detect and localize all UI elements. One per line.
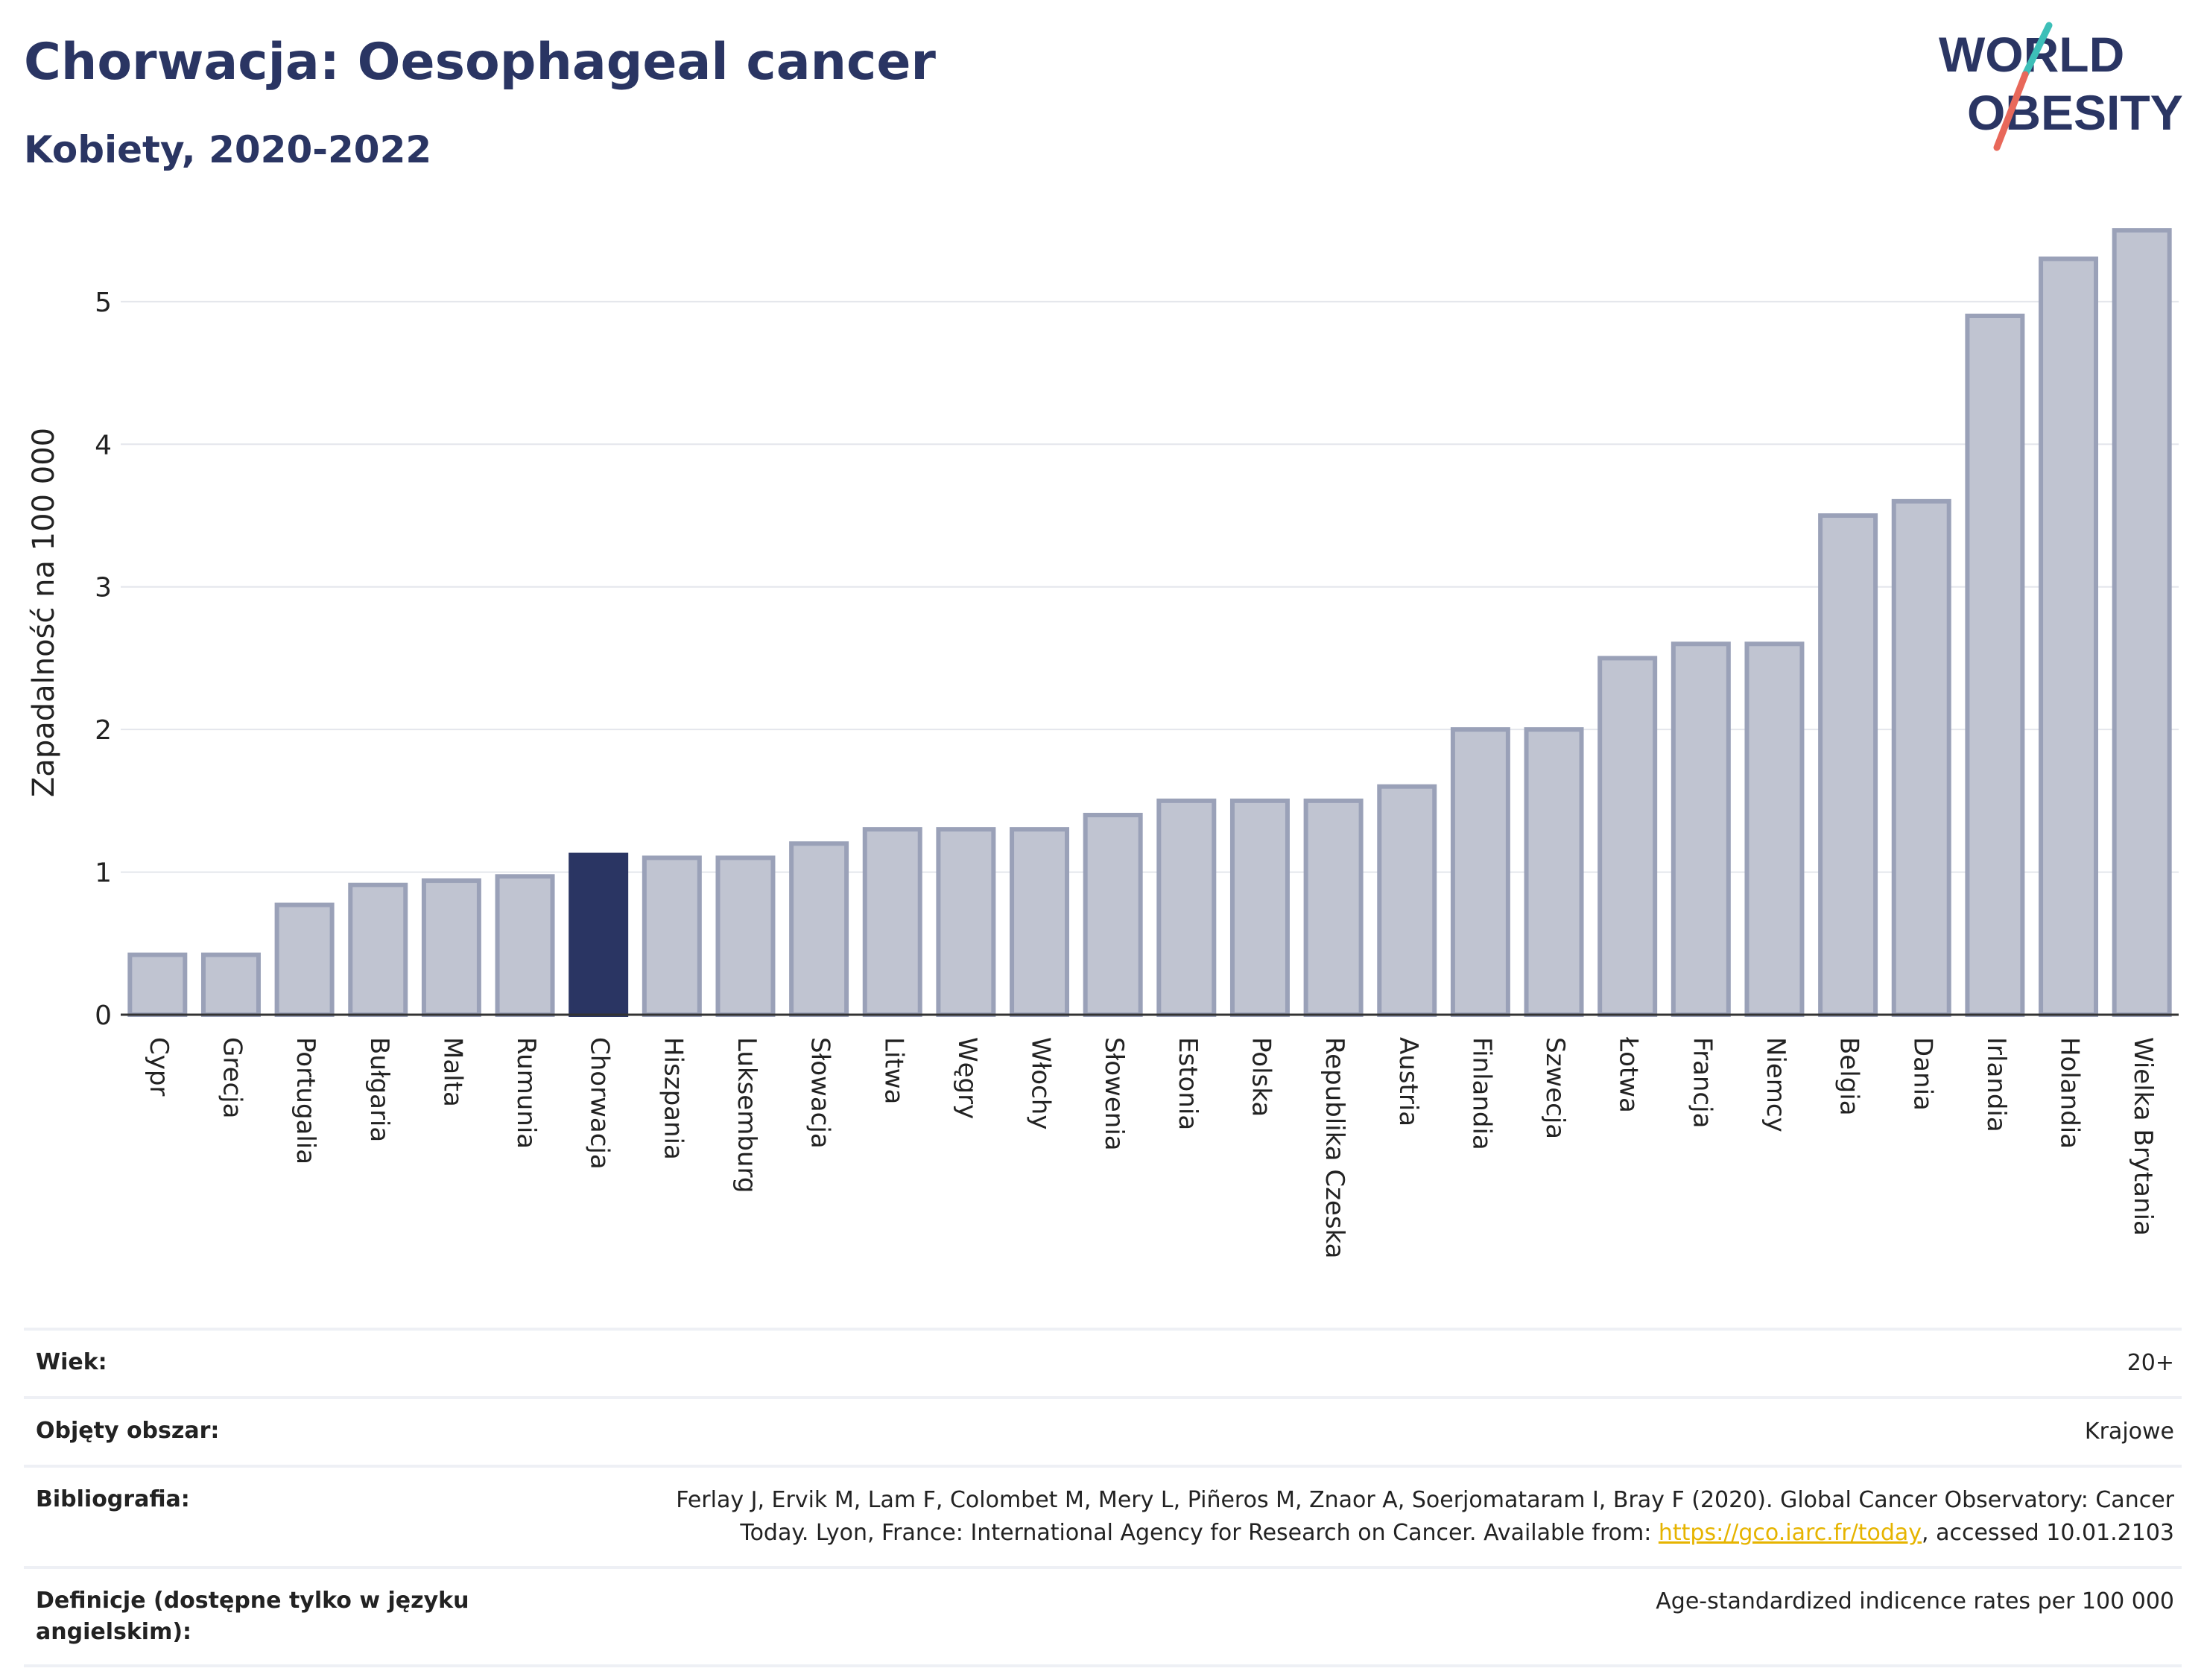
bar-grecja[interactable] <box>200 952 261 1017</box>
x-tick-label: Niemcy <box>1761 1037 1790 1132</box>
meta-row-age: Wiek: 20+ <box>24 1328 2182 1396</box>
bar-luksemburg[interactable] <box>715 855 776 1018</box>
bibliography-label: Bibliografia: <box>36 1486 190 1512</box>
x-tick-label: Irlandia <box>1981 1037 2011 1132</box>
bar-rumunia[interactable] <box>495 874 555 1018</box>
y-tick-label: 5 <box>95 288 112 318</box>
x-tick-label: Austria <box>1393 1037 1423 1126</box>
bibliography-line2: Today. Lyon, France: International Agenc… <box>740 1520 1659 1546</box>
bars <box>127 228 2172 1018</box>
x-tick-label: Holandia <box>2055 1037 2085 1149</box>
bar-holandia[interactable] <box>2039 256 2099 1017</box>
definitions-label: Definicje (dostępne tylko w języku angie… <box>36 1588 469 1645</box>
x-tick-label: Rumunia <box>511 1037 541 1149</box>
bar-portugalia[interactable] <box>274 902 335 1017</box>
bar-malta[interactable] <box>421 878 481 1017</box>
bar-litwa[interactable] <box>862 827 922 1017</box>
x-tick-label: Litwa <box>878 1037 908 1104</box>
age-label: Wiek: <box>36 1349 107 1375</box>
x-tick-label: Łotwa <box>1614 1036 1644 1113</box>
bar-węgry[interactable] <box>936 827 996 1017</box>
x-tick-label: Bułgaria <box>364 1037 394 1142</box>
age-value: 20+ <box>2127 1350 2174 1376</box>
bar-austria[interactable] <box>1377 784 1437 1017</box>
bar-estonia[interactable] <box>1156 798 1217 1018</box>
x-tick-label: Słowenia <box>1099 1037 1129 1151</box>
bar-belgia[interactable] <box>1818 513 1878 1017</box>
area-label: Objęty obszar: <box>36 1418 220 1444</box>
bar-polska[interactable] <box>1229 798 1290 1018</box>
y-axis-label: Zapadalność na 100 000 <box>27 428 61 797</box>
bar-irlandia[interactable] <box>1965 314 2025 1017</box>
x-tick-label: Malta <box>437 1037 467 1107</box>
metadata-table: Wiek: 20+ Objęty obszar: Krajowe Bibliog… <box>24 1328 2182 1667</box>
x-tick-label: Dania <box>1907 1037 1937 1111</box>
meta-row-definitions: Definicje (dostępne tylko w języku angie… <box>24 1566 2182 1667</box>
y-tick-label: 3 <box>95 573 112 603</box>
page-title: Chorwacja: Oesophageal cancer <box>24 33 936 92</box>
bar-wielka-brytania[interactable] <box>2112 228 2172 1018</box>
x-tick-label: Francja <box>1687 1037 1717 1128</box>
bar-dania[interactable] <box>1891 498 1951 1017</box>
y-tick-label: 4 <box>95 430 112 460</box>
logo-slash-coral <box>1993 71 2029 151</box>
logo-slash-teal <box>2021 22 2053 78</box>
y-tick-label: 1 <box>95 858 112 889</box>
bar-słowenia[interactable] <box>1083 813 1143 1017</box>
x-tick-label: Republika Czeska <box>1320 1037 1349 1259</box>
bar-szwecja[interactable] <box>1524 727 1584 1018</box>
x-tick-labels: Cypr Grecja Portugalia Bułgaria Malta Rumunia… <box>144 1036 2158 1259</box>
x-tick-label: Finlandia <box>1466 1037 1496 1150</box>
bar-włochy[interactable] <box>1010 827 1070 1017</box>
x-tick-label: Luksemburg <box>732 1037 761 1193</box>
y-tick-label: 0 <box>95 1001 112 1031</box>
y-tick-label: 2 <box>95 715 112 746</box>
bar-słowacja[interactable] <box>789 841 849 1018</box>
meta-row-bibliography: Bibliografia: Ferlay J, Ervik M, Lam F, … <box>24 1465 2182 1566</box>
bibliography-link[interactable]: https://gco.iarc.fr/today <box>1658 1520 1922 1546</box>
bar-cypr[interactable] <box>127 952 188 1017</box>
bar-bułgaria[interactable] <box>348 882 408 1018</box>
page-subtitle: Kobiety, 2020-2022 <box>24 128 432 171</box>
bibliography-accessed: , accessed 10.01.2103 <box>1922 1520 2174 1546</box>
x-tick-label: Włochy <box>1026 1037 1056 1129</box>
bar-finlandia[interactable] <box>1450 727 1510 1018</box>
x-tick-label: Estonia <box>1173 1037 1203 1130</box>
x-tick-label: Cypr <box>144 1037 174 1096</box>
bar-hiszpania[interactable] <box>642 855 702 1018</box>
bibliography-value: Ferlay J, Ervik M, Lam F, Colombet M, Me… <box>676 1484 2174 1550</box>
x-tick-label: Wielka Brytania <box>2128 1037 2158 1236</box>
x-tick-label: Słowacja <box>805 1037 835 1149</box>
bar-niemcy[interactable] <box>1744 641 1805 1017</box>
world-obesity-logo: WORLD OBESITY <box>1939 22 2183 151</box>
x-tick-label: Chorwacja <box>585 1037 615 1170</box>
x-tick-label: Portugalia <box>291 1037 320 1164</box>
x-tick-label: Belgia <box>1834 1037 1864 1116</box>
bar-łotwa[interactable] <box>1597 656 1658 1018</box>
y-tick-labels: 0 1 2 3 4 5 <box>95 288 112 1031</box>
bar-chart: 0 1 2 3 4 5 Cypr Grecja Portugalia Bułgaria Malta… <box>27 228 2179 1259</box>
x-tick-label: Szwecja <box>1540 1037 1570 1139</box>
definitions-value: Age-standardized indicence rates per 100… <box>1656 1588 2174 1614</box>
bar-chorwacja[interactable] <box>569 852 629 1017</box>
area-value: Krajowe <box>2084 1419 2174 1445</box>
x-tick-label: Hiszpania <box>658 1037 688 1160</box>
bibliography-line1: Ferlay J, Ervik M, Lam F, Colombet M, Me… <box>676 1487 2174 1513</box>
x-tick-label: Węgry <box>952 1037 982 1119</box>
x-tick-label: Polska <box>1246 1037 1276 1117</box>
x-tick-label: Grecja <box>217 1037 247 1118</box>
bar-francja[interactable] <box>1671 641 1731 1017</box>
bar-republika-czeska[interactable] <box>1303 798 1364 1018</box>
meta-row-area: Objęty obszar: Krajowe <box>24 1396 2182 1465</box>
